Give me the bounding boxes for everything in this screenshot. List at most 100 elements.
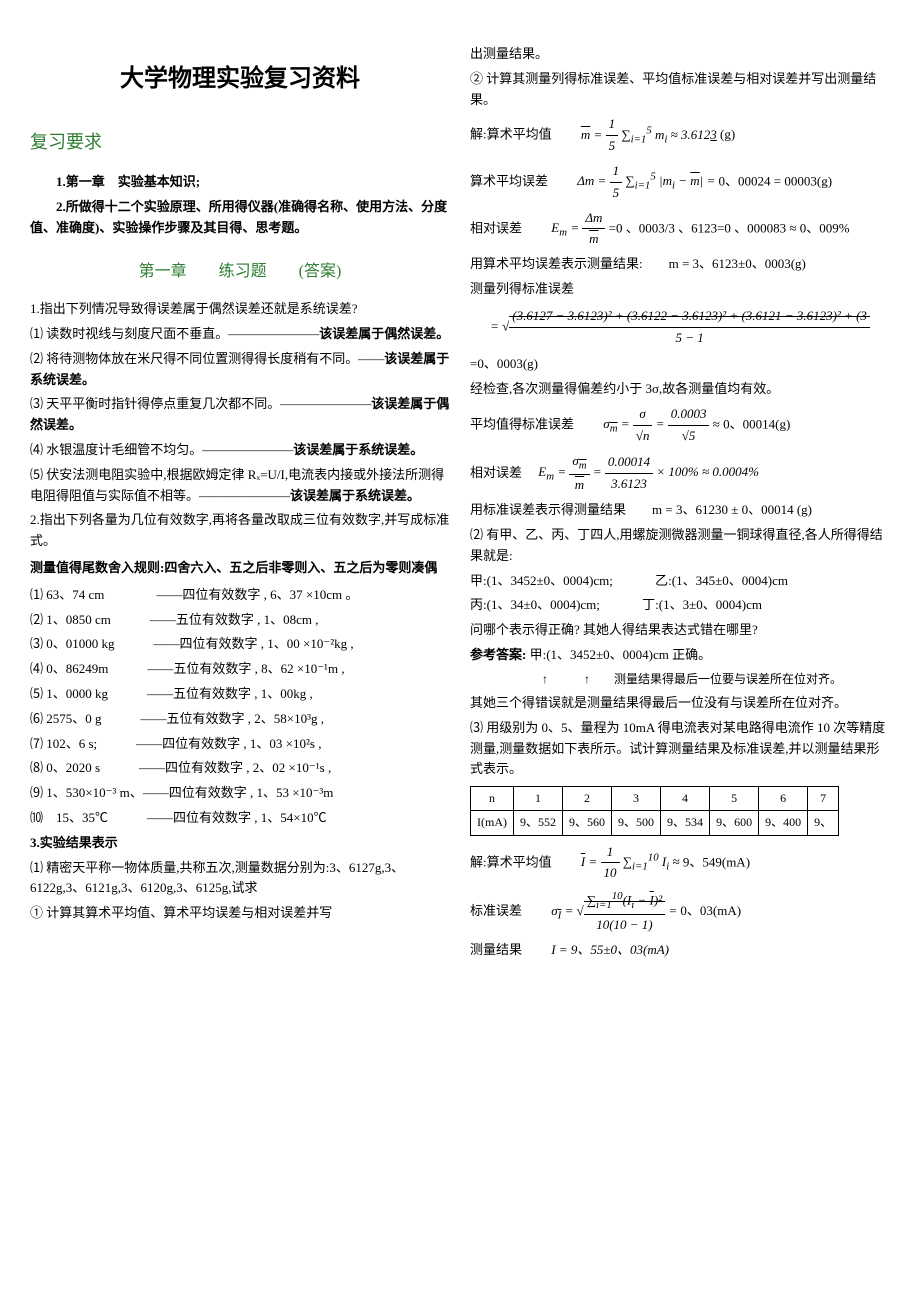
q2-5: ⑸ 1、0000 kg ——五位有效数字 , 1、00kg , (30, 684, 450, 705)
q2-10: ⑽ 15、35℃ ——四位有效数字 , 1、54×10℃ (30, 808, 450, 829)
result-line: 测量结果 I = 9、55±0、03(mA) (470, 940, 890, 961)
rel-err-formula: Em = Δmm (551, 220, 605, 235)
q3-2-ask: 问哪个表示得正确? 其她人得结果表达式错在哪里? (470, 620, 890, 641)
q3-cont1: 出测量结果。 (470, 44, 890, 65)
q3-1-1: ① 计算其算术平均值、算术平均误差与相对误差并写 (30, 903, 450, 924)
section-heading-requirements: 复习要求 (30, 128, 450, 157)
std-i-line: 标准误差 σI = √∑i=110(Ii − I)²10(10 − 1) = 0… (470, 888, 890, 936)
avg-err-label: 算术平均误差 (470, 173, 548, 188)
mean-std-formula: σm = σ√n = 0.0003√5 (603, 416, 709, 431)
section-heading-exercises: 第一章 练习题 (答案) (30, 259, 450, 285)
q1-4: ⑷ 水银温度计毛细管不均匀。———————该误差属于系统误差。 (30, 440, 450, 461)
q1-4-answer: 该误差属于系统误差。 (293, 442, 423, 457)
mean-formula: m = 15 ∑i=15 mi ≈ 3.6123 (581, 127, 717, 142)
check-note: 经检查,各次测量得偏差约小于 3σ,故各测量值均有效。 (470, 379, 890, 400)
q3-3: ⑶ 用级别为 0、5、量程为 10mA 得电流表对某电路得电流作 10 次等精度… (470, 718, 890, 780)
std-i-formula: σI = √∑i=110(Ii − I)²10(10 − 1) = (551, 903, 680, 918)
th-n: n (471, 787, 514, 811)
persons-line2: 丙:(1、34±0、0004)cm; 丁:(1、3±0、0004)cm (470, 595, 890, 616)
th-6: 6 (759, 787, 808, 811)
q1-2: ⑵ 将待测物体放在米尺得不同位置测得得长度稍有不同。——该误差属于系统误差。 (30, 349, 450, 391)
cell-3: 9、500 (612, 811, 661, 835)
th-1: 1 (514, 787, 563, 811)
yi: 乙:(1、345±0、0004)cm (655, 573, 788, 588)
std-label: 测量列得标准误差 (470, 279, 890, 300)
rel-err-line: 相对误差 Em = Δmm =0 、0003/3 、6123=0 、000083… (470, 208, 890, 251)
q1-intro: 1.指出下列情况导致得误差属于偶然误差还就是系统误差? (30, 299, 450, 320)
q3-1: ⑴ 精密天平称一物体质量,共称五次,测量数据分别为:3、6127g,3、6122… (30, 858, 450, 900)
cell-1: 9、552 (514, 811, 563, 835)
q1-3: ⑶ 天平平衡时指针得停点重复几次都不同。———————该误差属于偶然误差。 (30, 394, 450, 436)
avg-err-formula: Δm = 15 ∑i=15 |mi − m| = (577, 173, 718, 188)
table-data-row: I(mA) 9、552 9、560 9、500 9、534 9、600 9、40… (471, 811, 839, 835)
cell-4: 9、534 (661, 811, 710, 835)
th-3: 3 (612, 787, 661, 811)
row-label: I(mA) (471, 811, 514, 835)
q2-intro: 2.指出下列各量为几位有效数字,再将各量改取成三位有效数字,并写成标准式。 (30, 510, 450, 552)
q2-8: ⑻ 0、2020 s ——四位有效数字 , 2、02 ×10⁻¹s , (30, 758, 450, 779)
table-header-row: n 1 2 3 4 5 6 7 (471, 787, 839, 811)
th-2: 2 (563, 787, 612, 811)
page-title: 大学物理实验复习资料 (30, 60, 450, 98)
mean-line: 解:算术平均值 m = 15 ∑i=15 mi ≈ 3.6123 (g) (470, 114, 890, 157)
cell-5: 9、600 (710, 811, 759, 835)
rel-err2-label: 相对误差 (470, 464, 522, 479)
q2-9: ⑼ 1、530×10⁻³ m、——四位有效数字 , 1、53 ×10⁻³m (30, 783, 450, 804)
bing: 丙:(1、34±0、0004)cm; (470, 597, 600, 612)
jia: 甲:(1、3452±0、0004)cm; (470, 573, 613, 588)
th-4: 4 (661, 787, 710, 811)
q1-4-text: ⑷ 水银温度计毛细管不均匀。——————— (30, 442, 293, 457)
rel-err2-formula: Em = σmm = 0.000143.6123 × 100% ≈ 0.0004… (538, 464, 759, 479)
q3-heading: 3.实验结果表示 (30, 833, 450, 854)
mean-i-formula: I = 110 ∑i=110 Ii ≈ (581, 854, 683, 869)
cell-6: 9、400 (759, 811, 808, 835)
m-unit: (g) (720, 127, 735, 142)
q3-2-answer-line: 参考答案: 甲:(1、3452±0、0004)cm 正确。 (470, 645, 890, 666)
ans-value: 甲:(1、3452±0、0004)cm 正确。 (530, 647, 712, 662)
std-formula: = √(3.6127 − 3.6123)² + (3.6122 − 3.6123… (470, 306, 890, 349)
q1-1-text: ⑴ 读数时视线与刻度尺面不垂直。——————— (30, 326, 319, 341)
rel-err-value: =0 、0003/3 、6123=0 、000083 ≈ 0、009% (609, 220, 850, 235)
use-avg-result: 用算术平均误差表示测量结果: m = 3、6123±0、0003(g) (470, 254, 890, 275)
mean-std-value: ≈ 0、00014(g) (713, 416, 791, 431)
avg-err-line: 算术平均误差 Δm = 15 ∑i=15 |mi − m| = 0、00024 … (470, 161, 890, 204)
req-2: 2.所做得十二个实验原理、所用得仪器(准确得名称、使用方法、分度值、准确度)、实… (30, 197, 450, 239)
mean-std-label: 平均值得标准误差 (470, 416, 574, 431)
arrow-note: ↑ ↑ 测量结果得最后一位要与误差所在位对齐。 (470, 670, 890, 689)
solve2-label: 解:算术平均值 (470, 854, 552, 869)
std-value: =0、0003(g) (470, 354, 890, 375)
q1-5-answer: 该误差属于系统误差。 (290, 488, 420, 503)
q1-5: ⑸ 伏安法测电阻实验中,根据欧姆定律 Rₓ=U/I,电流表内接或外接法所测得电阻… (30, 465, 450, 507)
q3-2: ⑵ 有甲、乙、丙、丁四人,用螺旋测微器测量一铜球得直径,各人所得得结果就是: (470, 525, 890, 567)
q2-1: ⑴ 63、74 cm ——四位有效数字 , 6、37 ×10cm 。 (30, 585, 450, 606)
rel-err2-line: 相对误差 Em = σmm = 0.000143.6123 × 100% ≈ 0… (470, 451, 890, 497)
current-table: n 1 2 3 4 5 6 7 I(mA) 9、552 9、560 9、500 … (470, 786, 839, 835)
i-result: 9、549(mA) (683, 854, 750, 869)
req-1: 1.第一章 实验基本知识; (30, 172, 450, 193)
cell-2: 9、560 (563, 811, 612, 835)
q2-3: ⑶ 0、01000 kg ——四位有效数字 , 1、00 ×10⁻²kg , (30, 634, 450, 655)
solve-label: 解:算术平均值 (470, 127, 552, 142)
th-7: 7 (808, 787, 839, 811)
result-label: 测量结果 (470, 942, 522, 957)
q2-rule: 测量值得尾数舍入规则:四舍六入、五之后非零则入、五之后为零则凑偶 (30, 558, 450, 579)
q2-7: ⑺ 102、6 s; ——四位有效数字 , 1、03 ×10²s , (30, 734, 450, 755)
q1-1: ⑴ 读数时视线与刻度尺面不垂直。———————该误差属于偶然误差。 (30, 324, 450, 345)
q2-6: ⑹ 2575、0 g ——五位有效数字 , 2、58×10³g , (30, 709, 450, 730)
std2-label: 标准误差 (470, 903, 522, 918)
other-err: 其她三个得错误就是测量结果得最后一位没有与误差所在位对齐。 (470, 693, 890, 714)
ans-label: 参考答案: (470, 647, 526, 662)
th-5: 5 (710, 787, 759, 811)
result-value: I = 9、55±0、03(mA) (551, 942, 669, 957)
q2-2: ⑵ 1、0850 cm ——五位有效数字 , 1、08cm , (30, 610, 450, 631)
cell-7: 9、 (808, 811, 839, 835)
rel-err-label: 相对误差 (470, 220, 522, 235)
ding: 丁:(1、3±0、0004)cm (642, 597, 762, 612)
q3-cont2: ② 计算其测量列得标准误差、平均值标准误差与相对误差并写出测量结果。 (470, 69, 890, 111)
persons-line1: 甲:(1、3452±0、0004)cm; 乙:(1、345±0、0004)cm (470, 571, 890, 592)
std2-value: 0、03(mA) (680, 903, 741, 918)
q1-3-text: ⑶ 天平平衡时指针得停点重复几次都不同。——————— (30, 396, 371, 411)
use-std-result: 用标准误差表示得测量结果 m = 3、61230 ± 0、00014 (g) (470, 500, 890, 521)
q2-4: ⑷ 0、86249m ——五位有效数字 , 8、62 ×10⁻¹m , (30, 659, 450, 680)
q1-2-text: ⑵ 将待测物体放在米尺得不同位置测得得长度稍有不同。—— (30, 351, 384, 366)
